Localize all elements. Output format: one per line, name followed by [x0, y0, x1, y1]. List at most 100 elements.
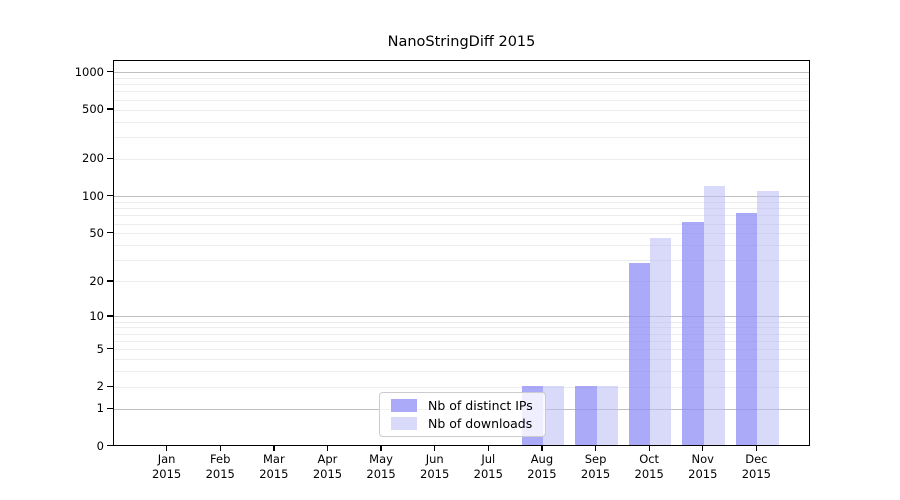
y-tick [107, 407, 113, 409]
x-tick-year: 2015 [259, 466, 289, 481]
gridline-minor [114, 137, 809, 139]
y-tick-label: 500 [82, 102, 104, 117]
gridline-minor [114, 233, 809, 235]
bar-distinct-ips-nov [682, 222, 704, 445]
gridline-minor [114, 99, 809, 101]
x-tick-year: 2015 [420, 466, 450, 481]
y-tick-label: 5 [96, 341, 104, 356]
x-tick [702, 446, 704, 451]
y-tick [107, 157, 113, 160]
y-tick-label: 1 [96, 401, 104, 416]
x-tick-month: Jun [425, 452, 444, 466]
legend-label-distinct-ips: Nb of distinct IPs [428, 398, 533, 414]
x-tick-year: 2015 [634, 466, 664, 481]
gridline-major [114, 71, 809, 73]
y-tick [107, 315, 113, 317]
x-tick [326, 446, 329, 451]
x-tick-label-sep: Sep 2015 [564, 452, 628, 481]
y-tick-label: 1000 [74, 64, 104, 79]
x-tick-month: Jan [157, 452, 176, 466]
x-tick-month: Aug [530, 452, 554, 466]
gridline-major [114, 196, 809, 198]
bar-downloads-dec [757, 191, 779, 445]
bar-downloads-aug [542, 385, 565, 445]
x-tick-year: 2015 [312, 466, 343, 481]
x-tick-label-apr: Apr 2015 [295, 452, 359, 481]
x-tick-label-jun: Jun 2015 [403, 452, 467, 481]
x-tick-month: Mar [262, 452, 285, 466]
x-tick [219, 446, 221, 451]
y-tick [107, 348, 113, 350]
x-tick-year: 2015 [473, 466, 503, 481]
y-tick [107, 108, 113, 110]
bar-downloads-sep [596, 385, 618, 445]
x-tick-label-mar: Mar 2015 [242, 452, 306, 481]
x-tick-label-feb: Feb 2015 [188, 452, 252, 481]
gridline-minor [114, 77, 809, 79]
x-tick-label-may: May 2015 [349, 452, 413, 481]
y-tick-label: 200 [82, 151, 104, 166]
chart-title: NanoStringDiff 2015 [387, 34, 536, 50]
y-tick [107, 280, 113, 282]
gridline-minor [114, 84, 809, 86]
y-tick-label: 100 [82, 188, 104, 203]
y-tick-label: 50 [89, 225, 104, 240]
y-tick [107, 445, 113, 447]
gridline-minor [114, 260, 809, 262]
y-tick-label: 20 [89, 273, 104, 288]
bar-distinct-ips-sep [575, 385, 597, 445]
x-tick-label-oct: Oct 2015 [617, 452, 681, 481]
legend-entry-distinct-ips: Nb of distinct IPs [391, 397, 537, 414]
gridline-minor [114, 340, 809, 342]
x-tick-label-dec: Dec 2015 [724, 452, 788, 481]
plot-canvas [114, 61, 809, 445]
gridline-minor [114, 109, 809, 111]
x-tick-year: 2015 [741, 466, 772, 481]
x-tick-year: 2015 [205, 466, 235, 481]
x-tick [648, 446, 650, 451]
plot-area [113, 60, 810, 446]
x-tick [166, 446, 168, 451]
gridline-minor [114, 281, 809, 283]
x-tick-month: Sep [584, 452, 607, 466]
bar-distinct-ips-oct [628, 262, 651, 445]
bar-downloads-nov [703, 186, 726, 445]
x-tick-month: Jul [481, 452, 496, 466]
x-tick-month: Feb [210, 452, 231, 466]
legend: Nb of distinct IPs Nb of downloads [379, 392, 546, 437]
y-tick [107, 195, 113, 197]
y-tick [107, 232, 113, 234]
legend-label-downloads: Nb of downloads [428, 415, 533, 431]
y-tick [107, 70, 113, 73]
x-tick-year: 2015 [527, 466, 557, 481]
gridline-minor [114, 121, 809, 123]
y-tick-label: 2 [96, 379, 104, 394]
x-tick-month: Nov [691, 452, 714, 466]
legend-entry-downloads: Nb of downloads [391, 415, 537, 432]
x-tick [487, 446, 489, 451]
x-tick [380, 446, 382, 451]
bar-distinct-ips-dec [736, 212, 758, 445]
x-tick-year: 2015 [688, 466, 718, 481]
x-tick-year: 2015 [151, 466, 182, 481]
bar-downloads-oct [650, 237, 672, 445]
x-tick-label-aug: Aug 2015 [510, 452, 574, 481]
y-tick-label: 10 [89, 308, 104, 323]
gridline-minor [114, 91, 809, 93]
x-tick-month: May [369, 452, 393, 466]
x-tick-year: 2015 [366, 466, 396, 481]
x-tick-month: Oct [639, 452, 660, 466]
gridline-minor [114, 327, 809, 329]
gridline-minor [114, 215, 809, 217]
gridline-minor [114, 333, 809, 335]
gridline-minor [114, 371, 809, 373]
x-tick [594, 446, 597, 451]
gridline-minor [114, 349, 809, 351]
gridline-major [114, 316, 809, 318]
x-tick-label-jul: Jul 2015 [456, 452, 520, 481]
gridline-minor [114, 208, 809, 210]
x-tick-year: 2015 [580, 466, 611, 481]
gridline-minor [114, 245, 809, 247]
x-tick-label-jan: Jan 2015 [135, 452, 199, 481]
